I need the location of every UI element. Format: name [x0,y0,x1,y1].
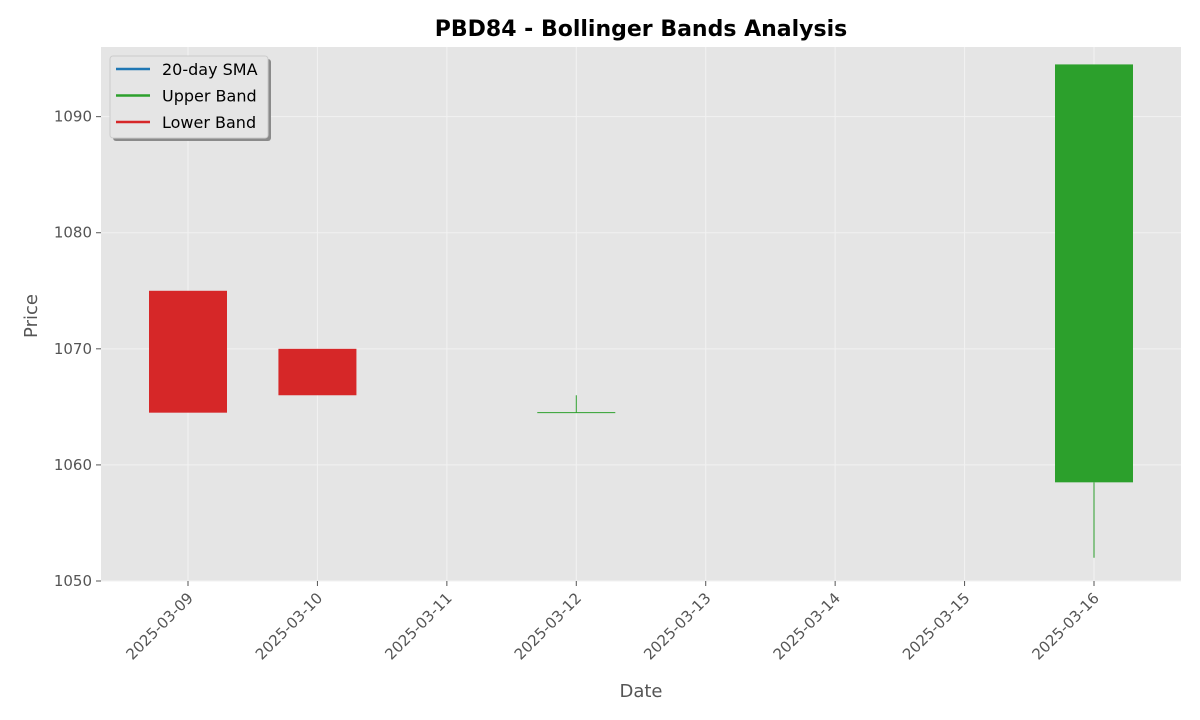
x-tick-label: 2025-03-11 [381,589,455,663]
x-tick-label: 2025-03-10 [252,589,326,663]
legend: 20-day SMA Upper Band Lower Band [109,55,271,141]
x-tick-label: 2025-03-16 [1028,589,1102,663]
legend-label: 20-day SMA [162,60,258,79]
candle [149,290,227,413]
candle [278,348,357,396]
y-axis-title: Price [21,294,42,338]
y-tick-label: 1080 [54,224,92,242]
candle [1055,64,1133,558]
legend-label: Upper Band [162,87,257,106]
x-tick-label: 2025-03-15 [899,589,973,663]
x-axis-title: Date [619,681,662,702]
candle [537,395,616,414]
candle-body [278,348,357,396]
x-tick-label: 2025-03-13 [640,589,714,663]
y-tick-label: 1060 [54,456,92,474]
candle-body [149,290,227,413]
chart-title: PBD84 - Bollinger Bands Analysis [435,17,848,42]
x-tick-label: 2025-03-14 [770,589,844,663]
y-tick-label: 1090 [54,108,92,126]
y-tick-label: 1070 [54,340,92,358]
candles-layer [149,64,1133,558]
legend-box [109,55,269,139]
x-tick-label: 2025-03-12 [511,589,585,663]
plot-area [101,47,1181,581]
candle-body [1055,64,1133,483]
y-tick-label: 1050 [54,572,92,590]
x-tick-label: 2025-03-09 [122,589,196,663]
legend-label: Lower Band [162,113,256,132]
